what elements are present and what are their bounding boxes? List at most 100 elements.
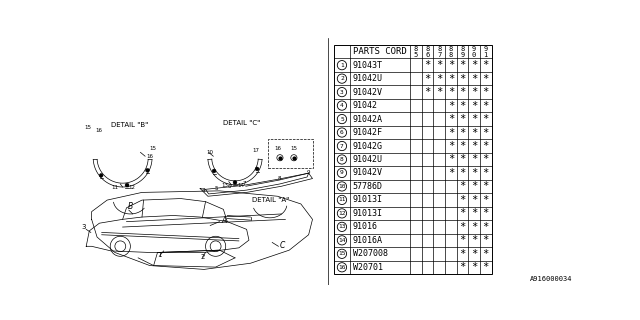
Text: *: * [460, 262, 465, 272]
Text: 15: 15 [150, 146, 157, 151]
Text: *: * [460, 195, 465, 205]
Text: *: * [436, 87, 442, 97]
Text: 14: 14 [237, 183, 244, 188]
Text: *: * [471, 249, 477, 259]
Text: 6: 6 [227, 184, 231, 189]
Text: 8: 8 [278, 176, 281, 181]
Text: 15: 15 [84, 125, 91, 130]
Text: A916000034: A916000034 [530, 276, 572, 282]
Text: *: * [483, 168, 489, 178]
Text: 16: 16 [95, 128, 102, 133]
Text: 4: 4 [340, 103, 344, 108]
Text: 7: 7 [243, 181, 246, 187]
Text: *: * [448, 87, 454, 97]
Text: 11: 11 [338, 197, 346, 203]
Text: *: * [471, 87, 477, 97]
Text: 1: 1 [340, 63, 344, 68]
Text: 8: 8 [460, 46, 465, 52]
Text: *: * [436, 74, 442, 84]
Text: 16: 16 [275, 146, 282, 151]
Text: *: * [460, 155, 465, 164]
Text: *: * [483, 235, 489, 245]
Text: 57786D: 57786D [353, 182, 383, 191]
Text: 9: 9 [484, 46, 488, 52]
Text: 91042U: 91042U [353, 155, 383, 164]
Text: *: * [471, 208, 477, 218]
Text: *: * [483, 181, 489, 191]
Text: 91013I: 91013I [353, 209, 383, 218]
Circle shape [212, 169, 216, 173]
Text: 16: 16 [146, 154, 153, 159]
Text: 12: 12 [129, 185, 136, 189]
Text: *: * [460, 60, 465, 70]
Text: 13: 13 [222, 183, 229, 188]
Text: *: * [483, 249, 489, 259]
Text: 91042: 91042 [353, 101, 378, 110]
Text: 91042U: 91042U [353, 74, 383, 83]
Text: 4: 4 [202, 188, 205, 193]
Text: *: * [483, 222, 489, 232]
Text: 1: 1 [157, 252, 162, 258]
Text: C: C [280, 241, 285, 250]
Text: *: * [448, 155, 454, 164]
Text: *: * [460, 141, 465, 151]
Text: 8: 8 [426, 46, 429, 52]
Circle shape [125, 183, 129, 187]
Text: *: * [424, 74, 431, 84]
Text: 16: 16 [338, 265, 346, 270]
Text: 8: 8 [414, 46, 418, 52]
Text: 13: 13 [338, 224, 346, 229]
Text: *: * [460, 87, 465, 97]
Text: *: * [483, 155, 489, 164]
Text: *: * [471, 74, 477, 84]
Text: 14: 14 [338, 238, 346, 243]
Text: *: * [471, 168, 477, 178]
Text: *: * [483, 60, 489, 70]
Text: *: * [471, 141, 477, 151]
Text: 7: 7 [340, 143, 344, 148]
Text: B: B [128, 202, 133, 211]
Text: 9: 9 [460, 52, 465, 58]
Text: PARTS CORD: PARTS CORD [353, 47, 407, 56]
Text: *: * [483, 141, 489, 151]
Text: *: * [460, 100, 465, 111]
Text: 9: 9 [472, 46, 476, 52]
Text: *: * [460, 249, 465, 259]
Text: 5: 5 [340, 116, 344, 122]
Text: *: * [471, 181, 477, 191]
Text: 10: 10 [206, 150, 213, 155]
Text: *: * [471, 262, 477, 272]
Text: *: * [460, 114, 465, 124]
Text: 2: 2 [340, 76, 344, 81]
Text: 6: 6 [340, 130, 344, 135]
Text: *: * [436, 60, 442, 70]
Text: 9: 9 [340, 171, 344, 175]
Text: *: * [471, 195, 477, 205]
Circle shape [255, 167, 259, 171]
Text: 11: 11 [112, 185, 119, 189]
Text: *: * [460, 74, 465, 84]
Text: *: * [483, 128, 489, 138]
Text: *: * [483, 74, 489, 84]
Text: 91016: 91016 [353, 222, 378, 231]
Text: *: * [424, 60, 431, 70]
Circle shape [99, 173, 103, 177]
Text: *: * [460, 181, 465, 191]
Text: A: A [221, 216, 227, 225]
Text: 91042A: 91042A [353, 115, 383, 124]
Text: *: * [471, 235, 477, 245]
Text: 9: 9 [307, 170, 310, 175]
Text: 0: 0 [472, 52, 476, 58]
Text: 8: 8 [340, 157, 344, 162]
Text: *: * [460, 222, 465, 232]
Text: 91042F: 91042F [353, 128, 383, 137]
Text: *: * [471, 114, 477, 124]
Text: *: * [460, 168, 465, 178]
Text: 3: 3 [82, 224, 86, 230]
Text: 12: 12 [338, 211, 346, 216]
Text: *: * [448, 168, 454, 178]
Text: *: * [448, 100, 454, 111]
Text: DETAIL "B": DETAIL "B" [111, 122, 148, 128]
Text: DETAIL "A": DETAIL "A" [252, 196, 289, 203]
Text: 2: 2 [200, 254, 205, 260]
